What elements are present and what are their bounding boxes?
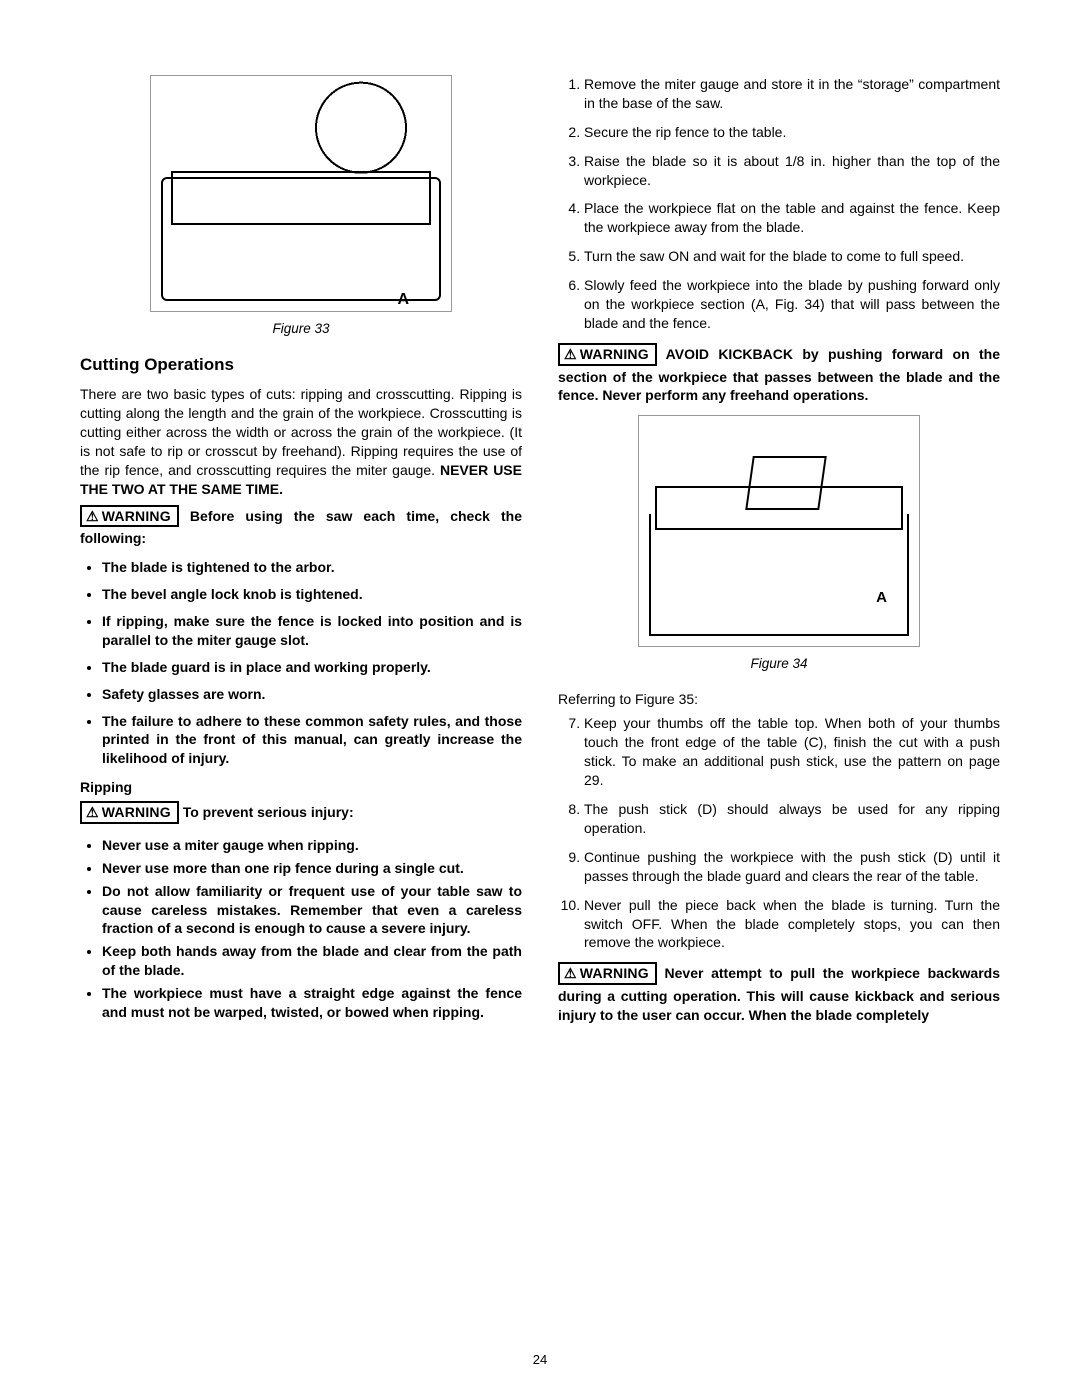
step-item: Keep your thumbs off the table top. When… <box>584 714 1000 790</box>
fig34-body-shape <box>649 514 909 636</box>
saw-body-shape <box>161 177 441 301</box>
warning-2-text: To prevent serious injury: <box>179 804 354 820</box>
step-item: Never pull the piece back when the blade… <box>584 896 1000 953</box>
figure-34-illustration: A <box>638 415 920 647</box>
ripping-heading: Ripping <box>80 778 522 797</box>
figure-34-caption: Figure 34 <box>558 655 1000 673</box>
checklist: The blade is tightened to the arbor. The… <box>80 558 522 768</box>
page-number: 24 <box>0 1351 1080 1369</box>
ripping-rules: Never use a miter gauge when ripping. Ne… <box>80 836 522 1022</box>
figure-33-block: A Figure 33 <box>80 75 522 338</box>
step-item: Remove the miter gauge and store it in t… <box>584 75 1000 113</box>
steps-1-6: Remove the miter gauge and store it in t… <box>558 75 1000 333</box>
step-item: Raise the blade so it is about 1/8 in. h… <box>584 152 1000 190</box>
checklist-item: Safety glasses are worn. <box>102 685 522 704</box>
figure-34-block: A Figure 34 <box>558 415 1000 673</box>
section-title: Cutting Operations <box>80 354 522 377</box>
ripping-rule-item: Do not allow familiarity or frequent use… <box>102 882 522 939</box>
warning-badge-icon: WARNING <box>558 962 657 985</box>
intro-paragraph: There are two basic types of cuts: rippi… <box>80 385 522 498</box>
warning-badge-icon: WARNING <box>80 801 179 824</box>
ripping-rule-item: The workpiece must have a straight edge … <box>102 984 522 1022</box>
right-column: Remove the miter gauge and store it in t… <box>558 75 1000 1035</box>
two-column-layout: A Figure 33 Cutting Operations There are… <box>80 75 1000 1035</box>
figure-33-caption: Figure 33 <box>80 320 522 338</box>
ripping-rule-item: Never use a miter gauge when ripping. <box>102 836 522 855</box>
warning-4: WARNING Never attempt to pull the workpi… <box>558 962 1000 1025</box>
checklist-item: The failure to adhere to these common sa… <box>102 712 522 769</box>
warning-2: WARNING To prevent serious injury: <box>80 801 522 826</box>
figure-33-label-a: A <box>397 289 409 311</box>
referring-text: Referring to Figure 35: <box>558 690 1000 709</box>
ripping-rule-item: Never use more than one rip fence during… <box>102 859 522 878</box>
checklist-item: The bevel angle lock knob is tightened. <box>102 585 522 604</box>
steps-7-10: Keep your thumbs off the table top. When… <box>558 714 1000 952</box>
left-column: A Figure 33 Cutting Operations There are… <box>80 75 522 1035</box>
manual-page: A Figure 33 Cutting Operations There are… <box>0 0 1080 1397</box>
checklist-item: The blade is tightened to the arbor. <box>102 558 522 577</box>
ripping-rule-item: Keep both hands away from the blade and … <box>102 942 522 980</box>
checklist-item: If ripping, make sure the fence is locke… <box>102 612 522 650</box>
step-item: The push stick (D) should always be used… <box>584 800 1000 838</box>
step-item: Turn the saw ON and wait for the blade t… <box>584 247 1000 266</box>
warning-badge-icon: WARNING <box>80 505 179 528</box>
step-item: Place the workpiece flat on the table an… <box>584 199 1000 237</box>
step-item: Slowly feed the workpiece into the blade… <box>584 276 1000 333</box>
checklist-item: The blade guard is in place and working … <box>102 658 522 677</box>
warning-1: WARNING Before using the saw each time, … <box>80 505 522 549</box>
figure-33-illustration: A <box>150 75 452 312</box>
warning-3: WARNING AVOID KICKBACK by pushing forwar… <box>558 343 1000 406</box>
warning-badge-icon: WARNING <box>558 343 657 366</box>
figure-34-label-a: A <box>876 588 887 608</box>
step-item: Secure the rip fence to the table. <box>584 123 1000 142</box>
step-item: Continue pushing the workpiece with the … <box>584 848 1000 886</box>
